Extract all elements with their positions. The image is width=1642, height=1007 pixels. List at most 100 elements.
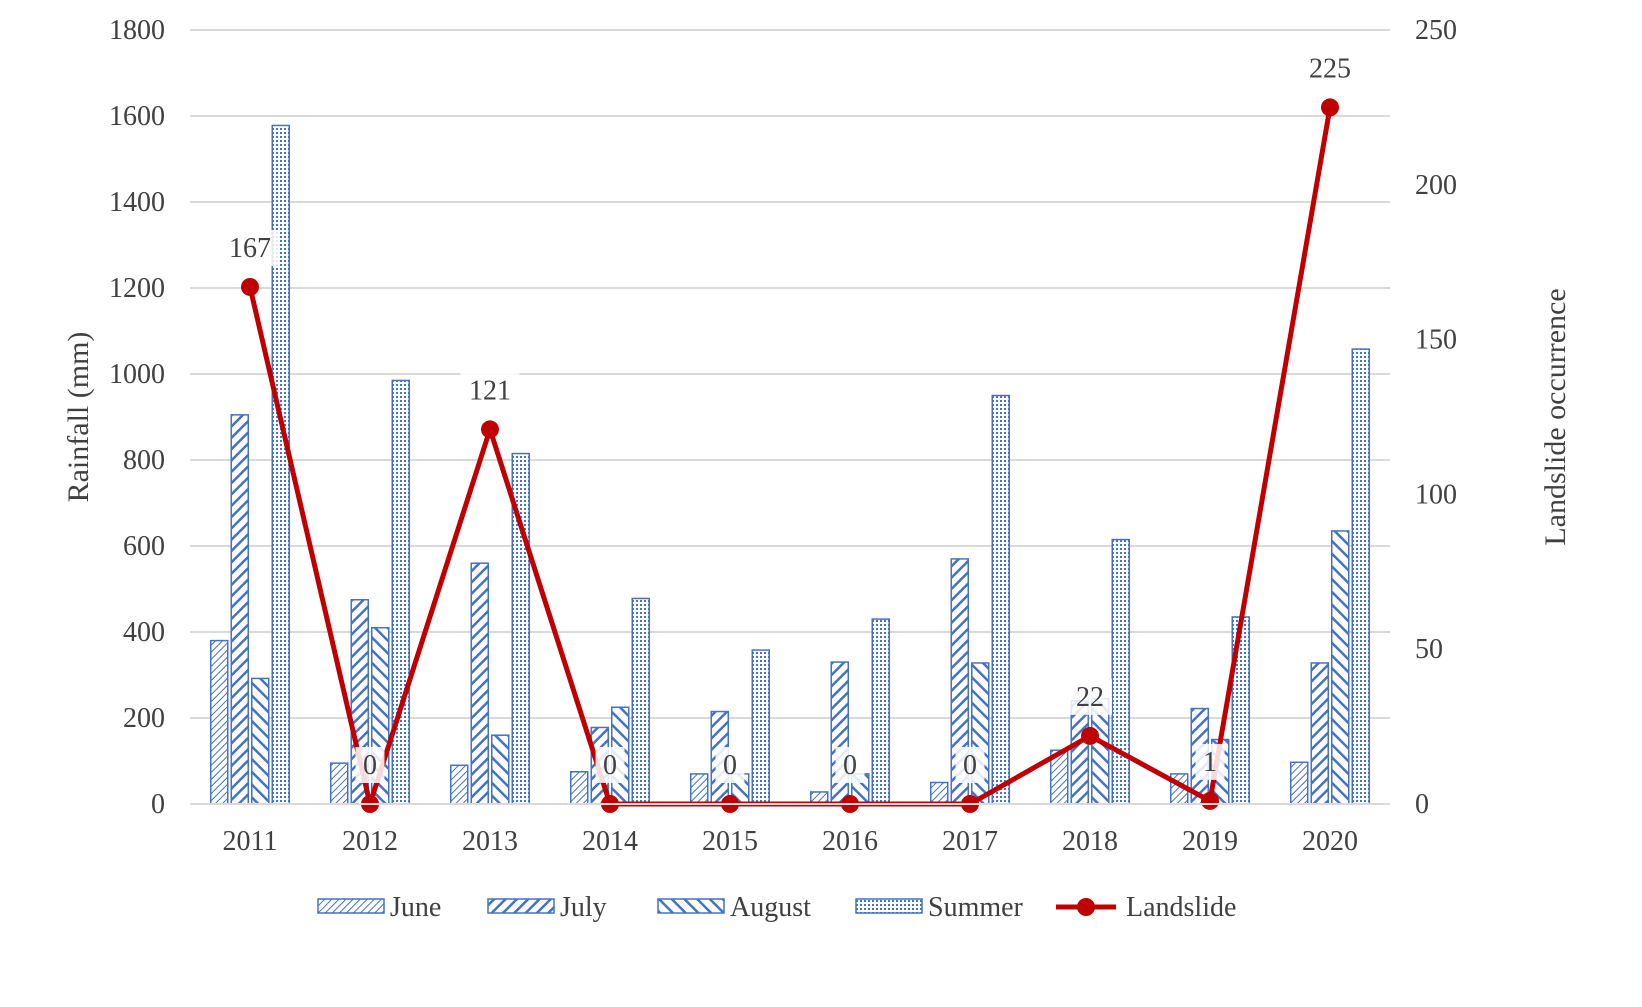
- landslide-data-label: 0: [963, 750, 977, 781]
- legend-item-landslide: Landslide: [1056, 892, 1236, 923]
- data-label-background: [220, 229, 280, 266]
- landslide-data-label: 0: [843, 750, 857, 781]
- bar-august: [491, 734, 510, 805]
- legend-label: July: [560, 892, 607, 923]
- bar-summer: [991, 394, 1010, 805]
- bar-june: [330, 762, 349, 805]
- landslide-point: [1201, 791, 1219, 810]
- bar-june: [210, 639, 229, 805]
- y2-tick-label: 100: [1415, 479, 1457, 510]
- bar-july: [470, 562, 489, 805]
- gridlines: [190, 29, 1390, 805]
- x-tick-label: 2017: [942, 826, 998, 857]
- bar-summer: [751, 649, 770, 805]
- bar-july: [1310, 662, 1329, 805]
- right-y-axis: 0 50 100 150 200 250: [1415, 15, 1457, 820]
- legend-swatch-marker: [1077, 898, 1095, 916]
- bar-summer: [271, 124, 290, 805]
- y2-tick-label: 50: [1415, 634, 1443, 665]
- y2-tick-label: 150: [1415, 325, 1457, 356]
- left-y-axis: 0 200 400 600 800 1000 1200 1400 1600 1800: [109, 15, 165, 820]
- legend-item-summer: Summer: [855, 892, 1024, 923]
- y-tick-label: 800: [123, 445, 165, 476]
- bar-series-group: [210, 124, 1370, 805]
- landslide-data-label: 0: [603, 750, 617, 781]
- landslide-data-label: 167: [229, 233, 271, 264]
- data-label-background: [715, 747, 745, 783]
- legend-swatch-summer: [855, 898, 923, 914]
- bar-june: [450, 764, 469, 805]
- x-axis: 2011 2012 2013 2014 2015 2016 2017 2018 2019 2020: [190, 803, 1390, 857]
- legend-label: June: [390, 892, 441, 923]
- bar-summer: [631, 597, 650, 805]
- legend-swatch-july: [487, 898, 555, 914]
- y-tick-label: 1200: [109, 273, 165, 304]
- x-tick-label: 2016: [822, 826, 878, 857]
- x-tick-label: 2012: [342, 826, 398, 857]
- data-label-background: [835, 747, 865, 783]
- y-axis-title: Rainfall (mm): [62, 332, 95, 503]
- bar-summer: [1111, 538, 1130, 805]
- data-label-background: [955, 747, 985, 783]
- landslide-data-label: 22: [1076, 682, 1104, 713]
- y-tick-label: 400: [123, 617, 165, 648]
- landslide-data-label: 225: [1309, 53, 1351, 84]
- y-tick-label: 0: [151, 789, 165, 820]
- legend-item-august: August: [657, 892, 811, 923]
- y2-tick-label: 200: [1415, 170, 1457, 201]
- y2-tick-label: 250: [1415, 15, 1457, 46]
- x-tick-label: 2014: [582, 826, 638, 857]
- bar-august: [251, 677, 270, 805]
- x-tick-label: 2013: [462, 826, 518, 857]
- landslide-line: [247, 106, 1333, 807]
- bar-august: [1331, 530, 1350, 805]
- bar-june: [570, 771, 589, 805]
- data-label-background: [460, 372, 520, 409]
- landslide-point: [481, 420, 499, 439]
- y2-axis-title: Landslide occurrence: [1539, 288, 1572, 545]
- y2-tick-label: 0: [1415, 789, 1429, 820]
- x-tick-label: 2019: [1182, 826, 1238, 857]
- landslide-line-group: 167 0 121 0 0 0 0 22 1 225: [220, 50, 1360, 813]
- landslide-data-label: 0: [363, 750, 377, 781]
- data-label-background: [1195, 743, 1225, 780]
- y-tick-label: 600: [123, 531, 165, 562]
- legend-label: Landslide: [1126, 892, 1236, 923]
- bar-summer: [1351, 348, 1370, 805]
- bar-june: [1290, 761, 1309, 805]
- y-tick-label: 1000: [109, 359, 165, 390]
- bar-series-june: [210, 639, 1309, 805]
- y-tick-label: 1600: [109, 101, 165, 132]
- landslide-data-label: 0: [723, 750, 737, 781]
- bar-july: [230, 414, 249, 805]
- legend-label: Summer: [928, 892, 1024, 923]
- y-tick-label: 200: [123, 703, 165, 734]
- bar-summer: [391, 379, 410, 805]
- bar-summer: [871, 618, 890, 805]
- y-tick-label: 1400: [109, 187, 165, 218]
- landslide-point: [1321, 98, 1339, 117]
- x-tick-label: 2011: [223, 826, 278, 857]
- legend-swatch-june: [317, 898, 385, 914]
- y-tick-label: 1800: [109, 15, 165, 46]
- bar-series-summer: [271, 124, 1370, 805]
- bar-july: [1070, 700, 1089, 805]
- legend-swatch-august: [657, 898, 725, 914]
- landslide-point: [1081, 726, 1099, 745]
- legend-item-july: July: [487, 892, 607, 923]
- data-label-background: [595, 747, 625, 783]
- data-label-background: [355, 747, 385, 783]
- data-label-background: [1068, 678, 1112, 715]
- bar-june: [690, 773, 709, 805]
- landslide-data-label: 121: [469, 375, 511, 406]
- x-tick-label: 2020: [1302, 826, 1358, 857]
- legend-item-june: June: [317, 892, 441, 923]
- landslide-data-label: 1: [1203, 747, 1217, 778]
- x-tick-label: 2018: [1062, 826, 1118, 857]
- bar-june: [930, 781, 949, 805]
- legend-label: August: [730, 892, 811, 923]
- data-label-background: [1300, 50, 1360, 87]
- landslide-point: [241, 277, 259, 296]
